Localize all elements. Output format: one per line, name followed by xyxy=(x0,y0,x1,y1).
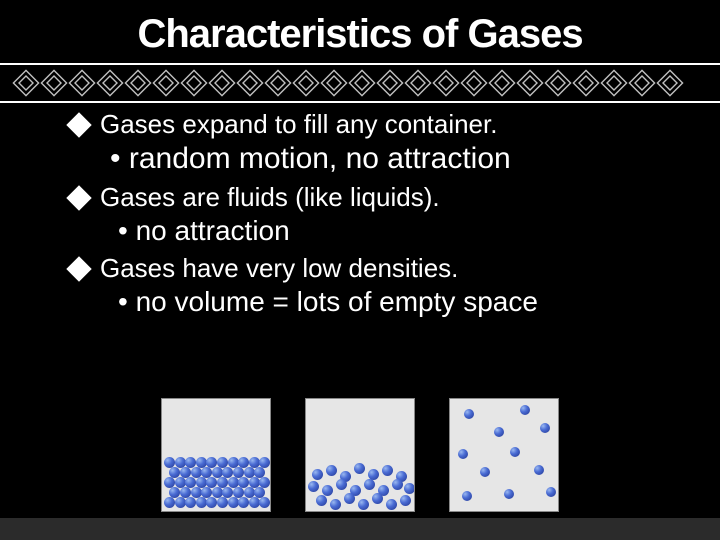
particle-icon xyxy=(540,423,550,433)
particle-icon xyxy=(464,409,474,419)
particle-icon xyxy=(494,427,504,437)
diamond-icon xyxy=(68,69,96,97)
diamond-icon xyxy=(40,69,68,97)
particle-icon xyxy=(404,483,415,494)
diamond-icon xyxy=(96,69,124,97)
sub-bullet-text: • random motion, no attraction xyxy=(70,142,700,176)
diamond-icon xyxy=(432,69,460,97)
diamond-icon xyxy=(12,69,40,97)
particle-icon xyxy=(330,499,341,510)
particle-icon xyxy=(164,497,175,508)
particle-icon xyxy=(316,495,327,506)
diamond-icon xyxy=(544,69,572,97)
diamond-icon xyxy=(264,69,292,97)
sub-bullet-text: • no attraction xyxy=(70,215,700,247)
particle-icon xyxy=(228,497,239,508)
diamond-icon xyxy=(600,69,628,97)
diamond-bullet-icon xyxy=(66,112,91,137)
bullet-item: Gases have very low densities. xyxy=(70,253,700,284)
bullet-item: Gases expand to fill any container. xyxy=(70,109,700,140)
diamond-icon xyxy=(124,69,152,97)
diamond-icon xyxy=(180,69,208,97)
diamond-icon xyxy=(488,69,516,97)
particle-icon xyxy=(372,493,383,504)
particle-icon xyxy=(336,479,347,490)
particle-icon xyxy=(249,497,260,508)
particle-icon xyxy=(382,465,393,476)
particle-icon xyxy=(206,497,217,508)
sub-bullet-text: • no volume = lots of empty space xyxy=(70,286,700,318)
gas-state-panel xyxy=(449,398,559,512)
particle-icon xyxy=(326,465,337,476)
particle-icon xyxy=(217,497,228,508)
diamond-bullet-icon xyxy=(66,185,91,210)
diamond-icon xyxy=(208,69,236,97)
diamond-icon xyxy=(152,69,180,97)
state-panels-row xyxy=(0,398,720,512)
particle-icon xyxy=(259,497,270,508)
particle-icon xyxy=(344,493,355,504)
particle-icon xyxy=(308,481,319,492)
particle-icon xyxy=(520,405,530,415)
particle-icon xyxy=(546,487,556,497)
bullet-text: Gases expand to fill any container. xyxy=(100,109,497,140)
diamond-icon xyxy=(628,69,656,97)
slide-title: Characteristics of Gases xyxy=(0,0,720,63)
particle-icon xyxy=(354,463,365,474)
particle-icon xyxy=(458,449,468,459)
particle-icon xyxy=(400,495,411,506)
particle-icon xyxy=(480,467,490,477)
diamond-icon xyxy=(404,69,432,97)
particle-icon xyxy=(196,497,207,508)
particle-icon xyxy=(462,491,472,501)
particle-icon xyxy=(504,489,514,499)
liquid-state-panel xyxy=(305,398,415,512)
diamond-icon xyxy=(572,69,600,97)
bullet-text: Gases have very low densities. xyxy=(100,253,458,284)
diamond-icon xyxy=(236,69,264,97)
particle-icon xyxy=(175,497,186,508)
diamond-bullet-icon xyxy=(66,256,91,281)
bottom-bar xyxy=(0,518,720,540)
particle-icon xyxy=(534,465,544,475)
bullet-text: Gases are fluids (like liquids). xyxy=(100,182,440,213)
particle-icon xyxy=(510,447,520,457)
particle-icon xyxy=(358,499,369,510)
diamond-icon xyxy=(376,69,404,97)
particle-icon xyxy=(386,499,397,510)
diamond-icon xyxy=(460,69,488,97)
diamond-icon xyxy=(656,69,684,97)
bullet-item: Gases are fluids (like liquids). xyxy=(70,182,700,213)
diamond-icon xyxy=(516,69,544,97)
particle-icon xyxy=(238,497,249,508)
particle-icon xyxy=(185,497,196,508)
diamond-icon xyxy=(320,69,348,97)
diamond-icon xyxy=(348,69,376,97)
particle-icon xyxy=(364,479,375,490)
diamond-divider-row xyxy=(0,65,720,101)
particle-icon xyxy=(312,469,323,480)
diamond-icon xyxy=(292,69,320,97)
content-area: Gases expand to fill any container. • ra… xyxy=(0,103,720,318)
particle-icon xyxy=(322,485,333,496)
particle-icon xyxy=(392,479,403,490)
solid-state-panel xyxy=(161,398,271,512)
